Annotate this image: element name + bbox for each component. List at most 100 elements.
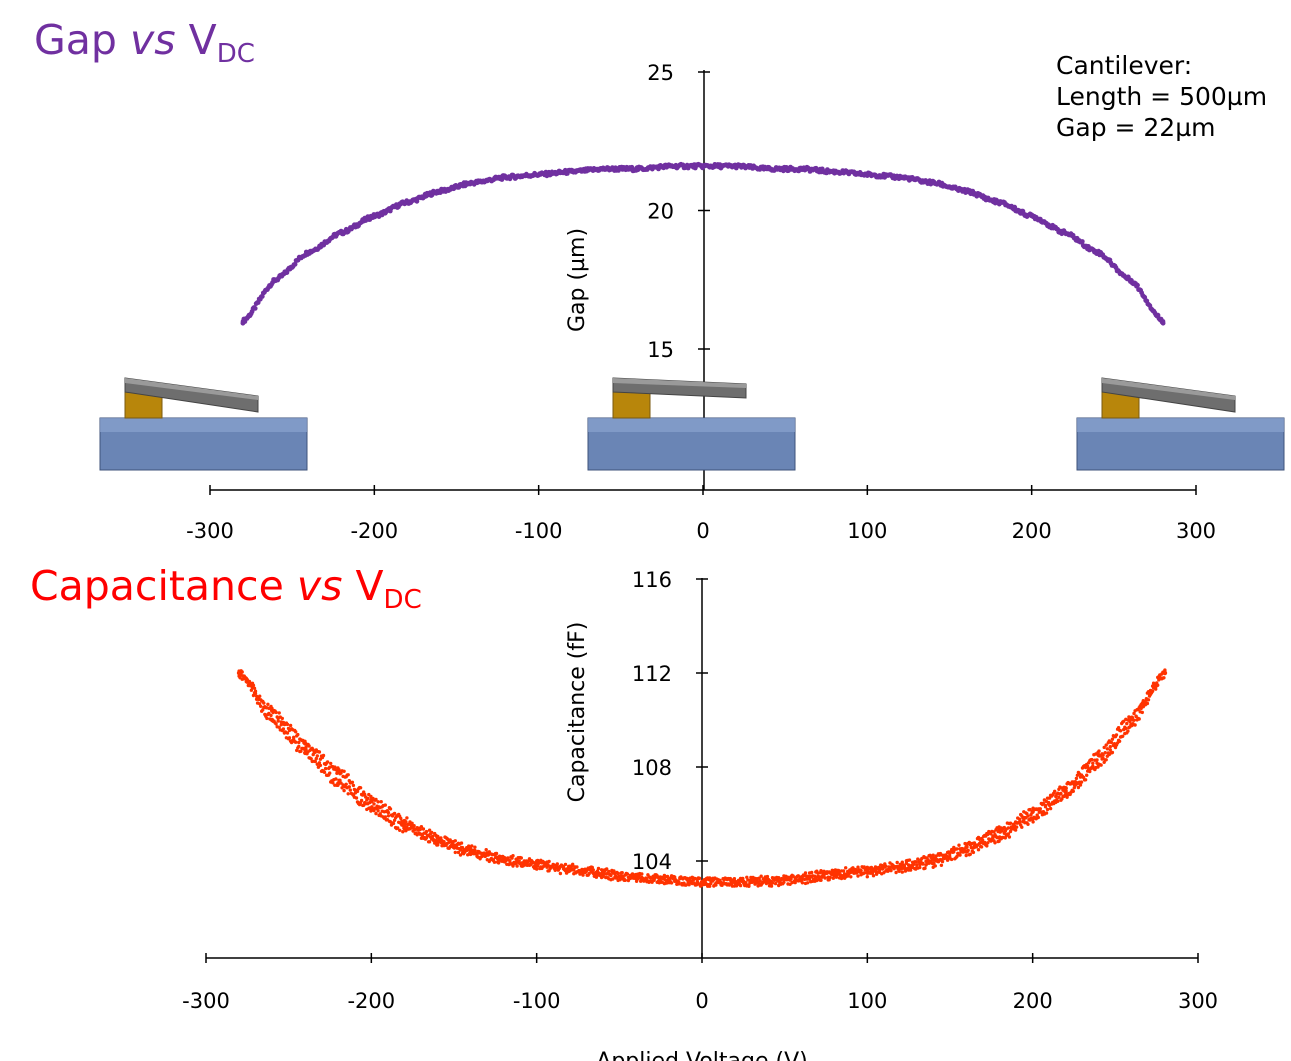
cap-trace-point xyxy=(419,825,424,829)
cap-trace-point xyxy=(1154,687,1158,691)
cap-trace-point xyxy=(1114,733,1119,737)
cap-trace-point xyxy=(398,828,402,832)
cap-trace-point xyxy=(323,766,328,771)
cantilever-beam-highlight xyxy=(125,378,258,400)
cap-trace-point xyxy=(995,835,999,840)
cap-trace-point xyxy=(903,869,908,873)
cap-trace-point xyxy=(991,836,995,840)
cap-trace-point xyxy=(977,841,982,846)
cap-trace-point xyxy=(862,871,866,875)
cap-trace-point xyxy=(895,864,899,869)
cap-trace-point xyxy=(1160,672,1164,676)
cap-trace-point xyxy=(612,869,616,873)
cap-trace-point xyxy=(899,863,903,868)
cap-trace-point xyxy=(1118,729,1123,733)
cap-trace-point xyxy=(547,859,551,864)
cap-trace-point xyxy=(1056,799,1060,803)
cap-trace-point xyxy=(1105,747,1110,751)
cap-trace-point xyxy=(496,858,501,863)
cap-trace-point xyxy=(432,838,436,842)
cap-x-axis-label: Applied Voltage (V) xyxy=(596,1049,807,1061)
cap-trace-point xyxy=(805,881,810,885)
cap-trace-point xyxy=(501,854,505,859)
cap-trace-point xyxy=(391,821,396,826)
cap-trace-point xyxy=(841,869,846,873)
cap-x-tick-label: -100 xyxy=(513,989,561,1013)
cap-y-tick-label: 108 xyxy=(632,756,672,780)
cap-trace-point xyxy=(483,854,487,859)
cap-trace-point xyxy=(421,827,426,831)
gap-x-tick-label: 0 xyxy=(696,519,709,543)
cap-trace-point xyxy=(607,869,611,874)
cap-trace-point xyxy=(317,750,322,754)
cap-trace-point xyxy=(1096,765,1100,769)
cap-trace-point xyxy=(473,845,477,849)
cap-trace-point xyxy=(379,800,383,804)
cap-trace-point xyxy=(1132,718,1136,722)
cap-trace-point xyxy=(491,858,496,862)
cap-trace-point xyxy=(458,853,463,857)
cap-trace-point xyxy=(344,782,348,786)
cap-trace-point xyxy=(819,878,823,882)
cap-trace-point xyxy=(894,870,898,875)
cap-trace-point xyxy=(442,840,446,844)
cap-trace-point xyxy=(430,830,434,835)
cap-trace-point xyxy=(515,864,519,868)
cap-trace-point xyxy=(338,778,342,782)
cap-trace-point xyxy=(969,845,973,850)
cap-trace-point xyxy=(1053,789,1057,793)
cap-trace-point xyxy=(763,876,767,880)
cap-trace-point xyxy=(436,843,440,847)
cap-trace-point xyxy=(456,850,461,855)
gap-trace-point xyxy=(499,177,505,182)
cap-trace-point xyxy=(359,798,364,803)
cap-trace-point xyxy=(581,873,585,877)
cap-trace-point xyxy=(856,865,860,869)
cap-trace-point xyxy=(331,781,335,785)
cap-trace-point xyxy=(815,878,819,883)
cap-trace-point xyxy=(348,788,352,792)
gap-chart-title: Gap vs VDC xyxy=(34,20,255,68)
cap-trace-point xyxy=(370,799,374,804)
cap-trace-point xyxy=(262,701,266,705)
cap-trace-point xyxy=(1132,711,1136,716)
gap-series-0 xyxy=(240,161,1166,326)
gap-x-tick-label: 100 xyxy=(847,519,887,543)
cap-trace-point xyxy=(1006,832,1011,836)
cap-trace-point xyxy=(1116,726,1121,730)
cap-trace-point xyxy=(1062,794,1066,799)
cap-trace-point xyxy=(1121,734,1125,738)
gap-trace-point xyxy=(292,261,298,267)
cap-trace-point xyxy=(908,868,913,872)
cap-trace-point xyxy=(976,848,981,852)
cap-trace-point xyxy=(453,850,457,855)
cap-trace-point xyxy=(351,783,356,788)
cap-trace-point xyxy=(249,688,254,692)
cap-trace-point xyxy=(553,868,557,872)
cap-trace-point xyxy=(317,761,322,765)
cap-trace-point xyxy=(782,880,786,884)
cap-trace-point xyxy=(904,861,909,865)
cap-trace-point xyxy=(800,881,805,885)
cap-trace-point xyxy=(746,878,750,882)
cap-trace-point xyxy=(605,867,609,871)
cap-x-tick-label: 0 xyxy=(695,989,708,1013)
cap-trace-point xyxy=(251,683,256,688)
cap-trace-point xyxy=(665,874,670,879)
cap-trace-point xyxy=(372,802,376,806)
gap-y-tick-label: 25 xyxy=(647,61,674,85)
cap-trace-point xyxy=(386,814,391,818)
cap-trace-point xyxy=(697,876,702,881)
cap-trace-point xyxy=(1101,753,1105,757)
gap-y-tick-label: 20 xyxy=(647,200,674,224)
cap-trace-point xyxy=(1014,825,1019,829)
cap-trace-point xyxy=(828,875,832,880)
gap-x-tick-label: -300 xyxy=(186,519,234,543)
cap-trace-point xyxy=(294,740,298,744)
cap-trace-point xyxy=(285,731,290,735)
cap-trace-point xyxy=(940,859,945,864)
cap-trace-point xyxy=(535,867,539,871)
cap-trace-point xyxy=(1141,705,1146,709)
cap-trace-point xyxy=(311,748,315,752)
